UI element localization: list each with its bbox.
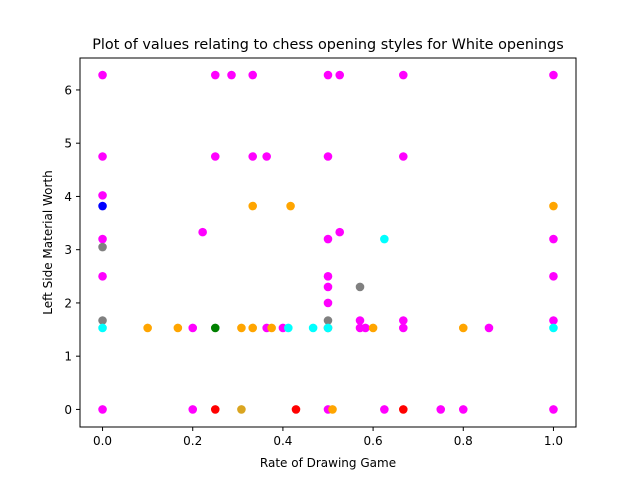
data-point xyxy=(143,323,152,333)
data-point xyxy=(98,152,107,161)
data-point xyxy=(237,323,246,333)
data-point xyxy=(549,323,558,333)
data-point xyxy=(399,316,408,325)
x-tick-label: 0.6 xyxy=(364,434,383,448)
data-point xyxy=(399,152,408,161)
x-tick-label: 0.4 xyxy=(273,434,292,448)
data-point xyxy=(361,323,370,333)
x-axis-label: Rate of Drawing Game xyxy=(260,456,396,470)
points-layer xyxy=(98,70,558,414)
data-point xyxy=(98,201,107,211)
y-tick-label: 5 xyxy=(64,137,72,151)
data-point xyxy=(323,298,333,308)
data-point xyxy=(98,70,107,80)
data-point xyxy=(210,323,220,333)
y-tick-label: 3 xyxy=(64,243,72,257)
data-point xyxy=(399,405,408,414)
data-point xyxy=(210,70,220,80)
data-point xyxy=(323,316,333,325)
data-point xyxy=(458,323,468,333)
data-point xyxy=(458,405,468,414)
data-point xyxy=(248,152,257,161)
y-tick-label: 0 xyxy=(64,403,72,417)
data-point xyxy=(98,323,107,333)
data-point xyxy=(248,201,257,211)
y-tick-label: 6 xyxy=(64,83,72,97)
data-point xyxy=(380,405,389,414)
data-point xyxy=(98,242,107,252)
data-point xyxy=(210,405,220,414)
data-point xyxy=(98,234,107,244)
data-point xyxy=(549,70,558,80)
data-point xyxy=(368,323,378,333)
data-point xyxy=(323,323,333,333)
data-point xyxy=(355,316,365,325)
data-point xyxy=(436,405,446,414)
data-point xyxy=(98,272,107,281)
data-point xyxy=(237,405,246,414)
y-tick-label: 4 xyxy=(64,190,72,204)
y-tick-label: 1 xyxy=(64,350,72,364)
data-point xyxy=(188,323,198,333)
data-point xyxy=(284,323,293,333)
data-point xyxy=(210,152,220,161)
data-point xyxy=(323,70,333,80)
data-point xyxy=(98,405,107,414)
x-tick-label: 0.2 xyxy=(183,434,202,448)
data-point xyxy=(248,70,257,80)
plot-frame xyxy=(79,57,577,428)
data-point xyxy=(323,234,333,244)
y-tick-label: 2 xyxy=(64,296,72,310)
data-point xyxy=(98,316,107,325)
data-point xyxy=(267,323,276,333)
data-point xyxy=(335,227,345,237)
x-tick-label: 1.0 xyxy=(544,434,563,448)
data-point xyxy=(173,323,183,333)
data-point xyxy=(355,282,365,292)
data-point xyxy=(328,405,337,414)
data-point xyxy=(323,152,333,161)
chart-title: Plot of values relating to chess opening… xyxy=(92,37,564,53)
data-point xyxy=(549,201,558,211)
data-point xyxy=(227,70,236,80)
x-tick-label: 0.0 xyxy=(93,434,112,448)
data-point xyxy=(549,234,558,244)
x-tick-label: 0.8 xyxy=(454,434,473,448)
data-point xyxy=(291,405,301,414)
x-axis: 0.0 0.2 0.4 0.6 0.8 1.0 xyxy=(93,427,563,448)
data-point xyxy=(98,191,107,200)
y-axis-label: Left Side Material Worth xyxy=(41,170,55,314)
data-point xyxy=(286,201,295,211)
data-point xyxy=(549,272,558,281)
data-point xyxy=(248,323,257,333)
y-axis: 0 1 2 3 4 5 6 xyxy=(64,83,80,417)
data-point xyxy=(399,70,408,80)
data-point xyxy=(549,316,558,325)
data-point xyxy=(399,323,408,333)
data-point xyxy=(262,152,271,161)
data-point xyxy=(323,272,333,281)
data-point xyxy=(308,323,318,333)
data-point xyxy=(198,227,207,237)
data-point xyxy=(188,405,198,414)
data-point xyxy=(549,405,558,414)
data-point xyxy=(323,282,333,292)
data-point xyxy=(484,323,494,333)
data-point xyxy=(380,234,389,244)
data-point xyxy=(335,70,345,80)
